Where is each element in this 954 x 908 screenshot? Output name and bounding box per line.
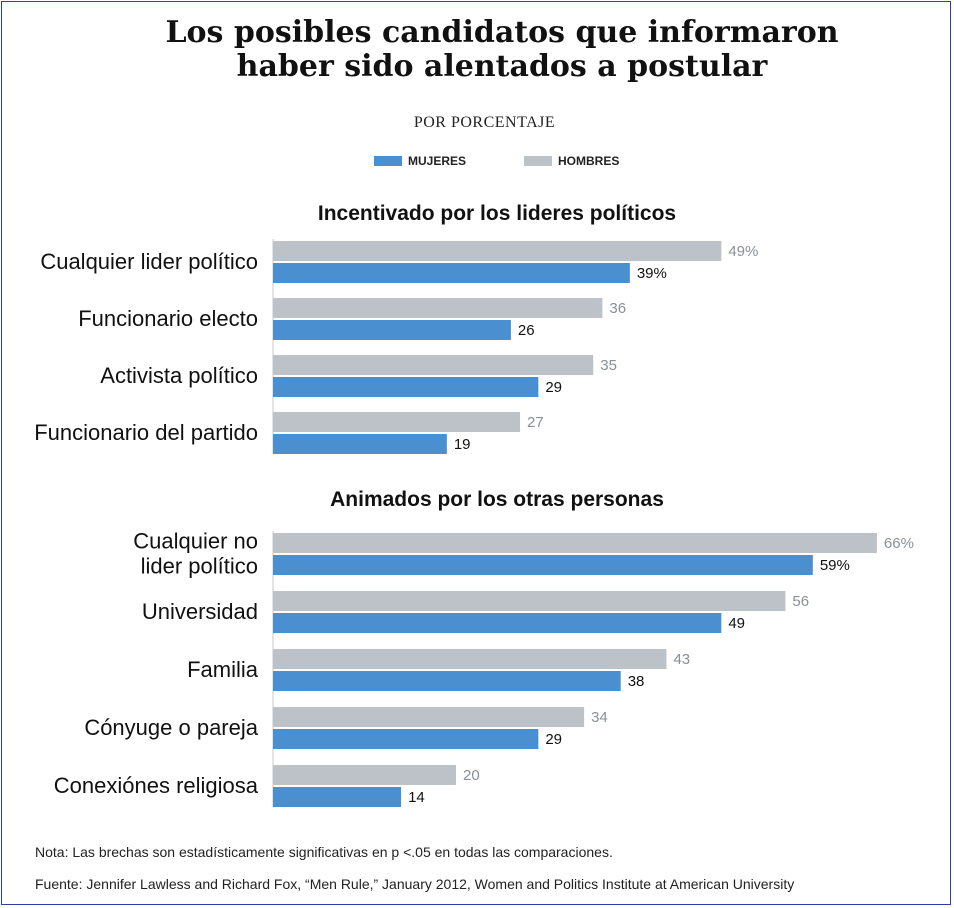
chart-note: Nota: Las brechas son estadísticamente s… [35, 844, 613, 860]
group-title: Incentivado por los lideres políticos [318, 202, 676, 225]
bar-mujeres [273, 613, 722, 633]
chart-title: Los posibles candidatos que informaron h… [0, 16, 954, 84]
legend-label-mujeres: MUJERES [408, 154, 467, 168]
bar-mujeres [273, 377, 539, 397]
bar-hombres [273, 298, 603, 318]
value-label-hombres: 66% [884, 535, 914, 552]
group-title: Animados por los otras personas [330, 488, 664, 511]
value-label-hombres: 56 [792, 593, 809, 610]
category-label: Universidad [142, 599, 258, 624]
bar-mujeres [273, 555, 813, 575]
category-label: Funcionario electo [78, 306, 258, 331]
value-label-hombres: 34 [591, 709, 608, 726]
bar-hombres [273, 765, 456, 785]
bar-hombres [273, 412, 521, 432]
category-label: Cualquier lider político [40, 249, 258, 274]
value-label-hombres: 36 [609, 300, 626, 317]
chart-title-line-1: Los posibles candidatos que informaron [165, 15, 839, 50]
bar-hombres [273, 533, 877, 553]
category-label: Activista político [100, 363, 258, 388]
value-label-mujeres: 49 [728, 615, 745, 632]
chart-subtitle: POR PORCENTAJE [413, 114, 556, 131]
bar-hombres [273, 649, 667, 669]
value-label-mujeres: 19 [454, 436, 471, 453]
chart-source: Fuente: Jennifer Lawless and Richard Fox… [35, 876, 795, 892]
bar-hombres [273, 707, 585, 727]
value-label-hombres: 43 [673, 651, 690, 668]
category-label: Funcionario del partido [34, 420, 258, 445]
legend-swatch-mujeres [374, 156, 402, 166]
legend-label-hombres: HOMBRES [558, 154, 620, 168]
value-label-mujeres: 29 [545, 731, 562, 748]
category-label: Familia [187, 657, 259, 682]
category-label: lider político [141, 554, 258, 579]
value-label-mujeres: 39% [637, 265, 667, 282]
value-label-mujeres: 38 [628, 673, 645, 690]
bar-mujeres [273, 787, 402, 807]
bar-mujeres [273, 263, 630, 283]
bar-hombres [273, 241, 722, 261]
category-label: Conexiónes religiosa [54, 773, 259, 798]
chart-title-line-2: haber sido alentados a postular [236, 49, 768, 84]
legend-item-hombres: HOMBRES [524, 153, 619, 169]
value-label-hombres: 20 [463, 767, 480, 784]
value-label-mujeres: 59% [820, 557, 850, 574]
value-label-mujeres: 26 [518, 322, 535, 339]
value-label-mujeres: 14 [408, 789, 425, 806]
bar-mujeres [273, 671, 621, 691]
legend-swatch-hombres [524, 156, 552, 166]
value-label-hombres: 27 [527, 414, 544, 431]
value-label-hombres: 49% [728, 243, 758, 260]
value-label-hombres: 35 [600, 357, 617, 374]
category-label: Cualquier no [133, 529, 258, 554]
bar-mujeres [273, 729, 539, 749]
bar-hombres [273, 591, 786, 611]
bar-mujeres [273, 320, 511, 340]
value-label-mujeres: 29 [545, 379, 562, 396]
bar-hombres [273, 355, 594, 375]
legend-item-mujeres: MUJERES [374, 153, 466, 169]
bar-mujeres [273, 434, 447, 454]
category-label: Cónyuge o pareja [84, 715, 258, 740]
